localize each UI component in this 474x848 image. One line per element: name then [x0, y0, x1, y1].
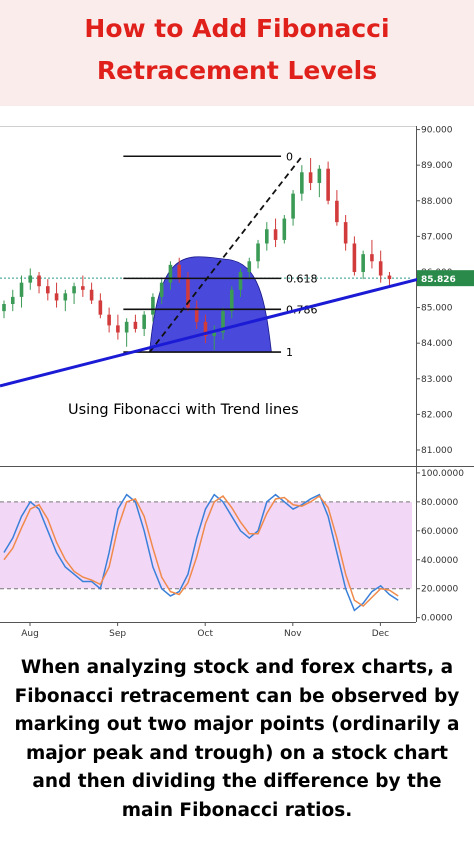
x-tick-label: Nov — [284, 629, 302, 639]
candle — [378, 261, 383, 276]
candle — [177, 264, 181, 280]
candle — [28, 275, 33, 283]
candle — [194, 307, 199, 322]
price-panel: 90.00089.00088.00087.00086.00085.00084.0… — [0, 126, 474, 622]
y-tick-label: 60.0000 — [421, 527, 458, 537]
fib-level-label: 1 — [286, 346, 293, 359]
candle — [300, 172, 304, 194]
y-tick-label: 84.000 — [421, 339, 453, 349]
fib-level-label: 0.618 — [286, 272, 318, 285]
candle — [81, 286, 85, 290]
trend-line — [0, 274, 433, 388]
candle — [229, 289, 234, 312]
y-tick-label: 88.000 — [421, 197, 453, 207]
candle — [256, 243, 260, 262]
candle — [387, 275, 392, 280]
candle — [72, 286, 76, 294]
x-tick-label: Aug — [21, 629, 39, 639]
candle — [326, 168, 330, 201]
candle — [37, 275, 41, 287]
candle — [54, 293, 59, 301]
candle — [291, 193, 295, 219]
chart-annotation: Using Fibonacci with Trend lines — [68, 402, 299, 418]
candle — [370, 254, 374, 262]
caption: When analyzing stock and forex charts, a… — [0, 654, 474, 825]
y-tick-label: 0.0000 — [421, 614, 453, 624]
candle — [317, 168, 322, 183]
x-tick-label: Sep — [109, 629, 126, 639]
candle — [308, 172, 313, 183]
y-tick-label: 82.000 — [421, 410, 453, 420]
chart-svg: 90.00089.00088.00087.00086.00085.00084.0… — [0, 126, 474, 639]
candle — [343, 222, 348, 244]
candle — [2, 304, 6, 312]
candle — [352, 243, 357, 272]
candle — [168, 264, 173, 283]
candle — [10, 296, 15, 305]
fib-level-label: 0 — [286, 150, 293, 163]
y-tick-label: 90.000 — [421, 126, 453, 136]
candle — [98, 300, 103, 315]
candle — [186, 279, 190, 308]
candle — [238, 271, 243, 290]
candle — [124, 321, 129, 333]
candle — [116, 325, 120, 333]
candle — [282, 218, 287, 240]
y-tick-label: 20.0000 — [421, 585, 458, 595]
stochastic-line — [3, 495, 399, 608]
candle — [19, 282, 24, 297]
y-tick-label: 87.000 — [421, 232, 453, 242]
caption-line: When analyzing stock and forex charts, a — [20, 657, 454, 678]
title-banner: How to Add Fibonacci Retracement Levels — [0, 0, 474, 106]
title-line-2: Retracement Levels — [96, 56, 378, 85]
candle — [63, 293, 68, 301]
candle — [107, 314, 111, 326]
y-tick-label: 81.000 — [421, 446, 453, 456]
candle — [221, 311, 225, 333]
candle — [203, 321, 208, 337]
caption-line: main Fibonacci ratios. — [121, 799, 353, 821]
y-tick-label: 85.000 — [421, 304, 453, 314]
y-tick-label: 40.0000 — [421, 556, 458, 566]
x-tick-label: Oct — [197, 629, 213, 639]
stochastic-line — [3, 493, 399, 612]
caption-line: Fibonacci retracement can be observed by — [14, 685, 460, 707]
price-badge — [417, 270, 474, 287]
candle — [212, 332, 217, 337]
y-tick-label: 80.0000 — [421, 498, 458, 508]
price-badge-label: 85.826 — [421, 275, 456, 285]
fibonacci-zone — [149, 256, 272, 353]
stochastic-panel: 100.0000 80.0000 60.0000 40.0000 20.0000 0.00… — [0, 469, 464, 624]
candle — [46, 286, 50, 294]
fib-diagonal — [148, 155, 303, 353]
candle — [159, 282, 164, 297]
candle — [361, 254, 365, 272]
x-tick-label: Dec — [372, 629, 389, 639]
y-tick-label: 89.000 — [421, 161, 453, 171]
candle — [151, 296, 155, 315]
candle — [273, 229, 278, 240]
candle — [265, 229, 269, 244]
y-tick-label: 83.000 — [421, 375, 453, 385]
candle — [142, 314, 146, 329]
y-tick-label: 100.0000 — [421, 469, 464, 479]
title-line-1: How to Add Fibonacci — [84, 14, 390, 43]
candle — [89, 289, 94, 301]
caption-line: marking out two major points (ordinarily… — [14, 714, 460, 735]
chart-area: 90.00089.00088.00087.00086.00085.00084.0… — [0, 126, 474, 640]
caption-line: major peak and trough) on a stock chart — [26, 742, 448, 764]
candle — [133, 321, 138, 329]
overbought-oversold-band — [0, 501, 412, 589]
candle — [247, 261, 252, 272]
candle — [335, 200, 339, 223]
x-axis: Aug Sep Oct Nov Dec — [21, 622, 389, 639]
caption-line: and then dividing the difference by the — [32, 771, 442, 792]
